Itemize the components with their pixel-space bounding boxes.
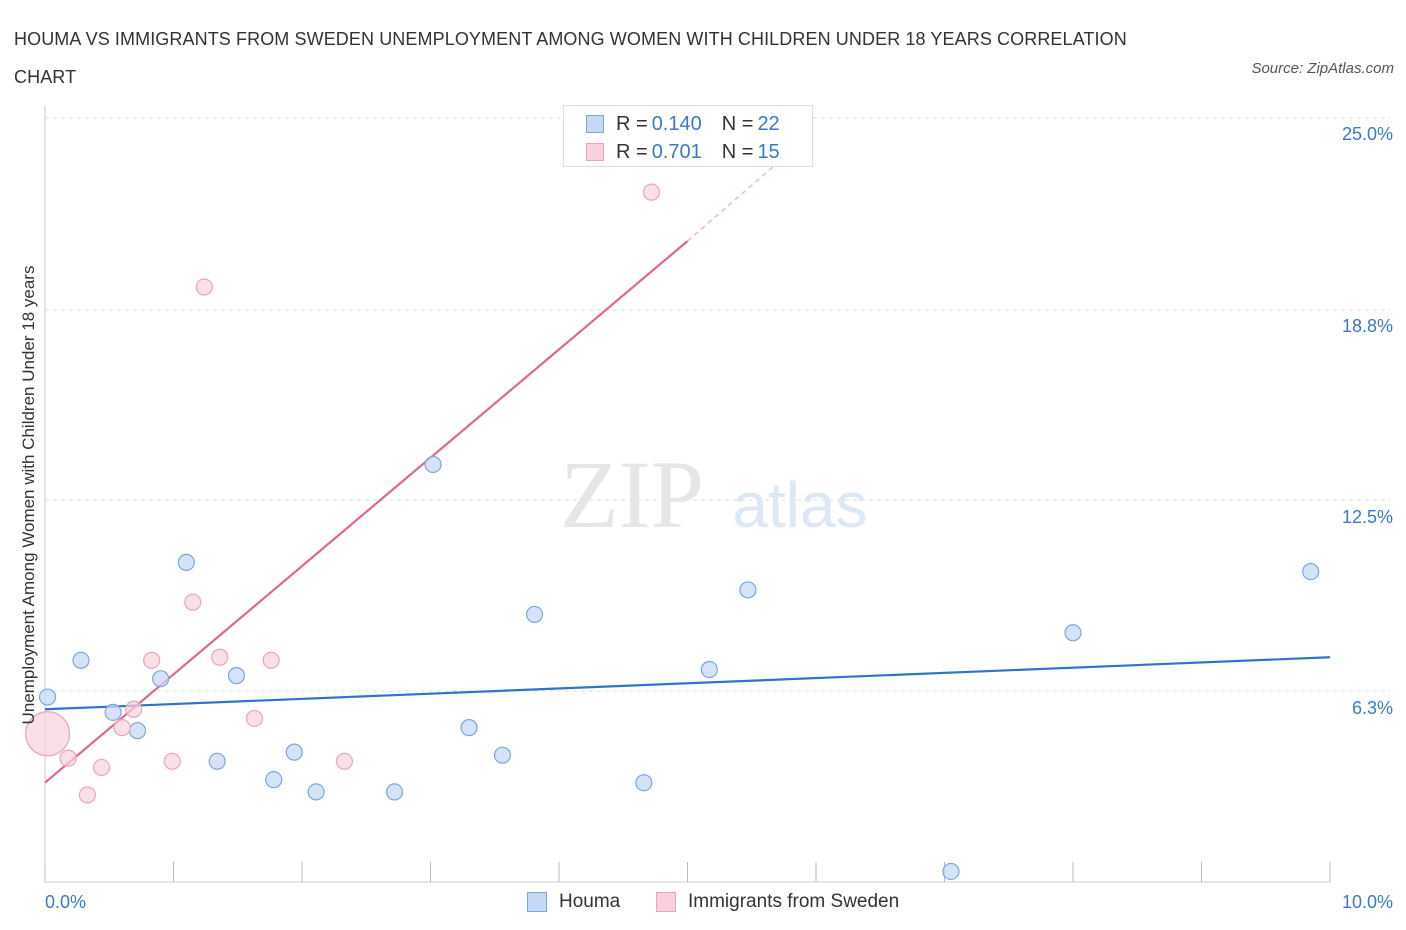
source-note: Source: ZipAtlas.com xyxy=(1251,60,1394,77)
sweden-point xyxy=(642,183,661,201)
x-tick-label: 10.0% xyxy=(1342,892,1393,912)
houma-legend-icon xyxy=(527,892,547,912)
watermark-atlas: atlas xyxy=(732,469,867,541)
houma-point xyxy=(385,783,404,801)
houma-point xyxy=(1064,624,1082,642)
legend-item-sweden: Immigrants from Sweden xyxy=(656,890,899,914)
sweden-point xyxy=(125,700,143,718)
x-tick-label: 0.0% xyxy=(45,892,86,912)
houma-point xyxy=(460,719,478,737)
sweden-point xyxy=(143,651,161,669)
watermark: ZIP atlas xyxy=(560,441,868,548)
sweden-point xyxy=(24,711,71,757)
y-tick-label: 6.3% xyxy=(1352,698,1393,718)
sweden-swatch-icon xyxy=(586,143,604,161)
houma-point xyxy=(227,667,246,685)
legend-row-sweden: R = 0.701 N = 15 xyxy=(586,140,780,164)
sweden-point xyxy=(113,719,131,737)
houma-point xyxy=(942,862,960,881)
houma-point xyxy=(285,743,303,761)
sweden-point xyxy=(184,593,202,611)
tick-labels: 25.0% 18.8% 12.5% 6.3% 0.0% 10.0% xyxy=(45,124,1393,912)
legend-n-label: N = xyxy=(721,112,754,135)
houma-point xyxy=(208,752,226,770)
legend-label-sweden: Immigrants from Sweden xyxy=(688,891,900,912)
houma-point xyxy=(739,581,757,599)
houma-point xyxy=(424,455,442,474)
y-tick-label: 18.8% xyxy=(1342,316,1393,336)
houma-point xyxy=(700,660,718,679)
sweden-point xyxy=(92,758,111,777)
sweden-point xyxy=(59,749,77,767)
legend-n-value: 22 xyxy=(757,112,780,135)
grid-lines xyxy=(45,117,1390,692)
houma-trend-line xyxy=(44,656,1331,711)
y-tick-label: 25.0% xyxy=(1342,124,1393,144)
legend-r-label: R = xyxy=(616,140,648,163)
houma-point xyxy=(128,722,147,740)
data-points xyxy=(24,183,1320,881)
watermark-zip: ZIP xyxy=(560,441,704,548)
legend-item-houma: Houma xyxy=(527,890,620,914)
houma-point xyxy=(72,651,90,669)
houma-point xyxy=(525,605,544,624)
legend-n-label: N = xyxy=(721,140,754,163)
sweden-point xyxy=(195,278,213,296)
legend-r-value: 0.701 xyxy=(651,140,702,163)
sweden-legend-icon xyxy=(656,892,676,912)
houma-swatch-icon xyxy=(586,115,604,133)
houma-point xyxy=(635,774,653,792)
houma-point xyxy=(265,771,283,789)
houma-point xyxy=(177,553,195,572)
houma-point xyxy=(152,670,170,688)
sweden-point xyxy=(211,648,229,666)
sweden-point xyxy=(335,752,354,770)
sweden-point xyxy=(262,651,280,669)
houma-point xyxy=(1302,562,1320,581)
correlation-legend: R = 0.140 N = 22 R = 0.701 N = 15 xyxy=(563,105,813,167)
legend-r-label: R = xyxy=(616,112,648,135)
legend-n-value: 15 xyxy=(757,140,780,163)
legend-row-houma: R = 0.140 N = 22 xyxy=(586,112,780,136)
y-axis-label: Unemployment Among Women with Children U… xyxy=(19,266,38,725)
houma-point xyxy=(307,783,325,801)
sweden-trend-line xyxy=(44,240,689,784)
houma-point xyxy=(38,688,57,706)
sweden-point xyxy=(245,709,264,728)
houma-point xyxy=(493,746,512,764)
sweden-point xyxy=(78,786,97,804)
houma-point xyxy=(104,703,122,721)
y-tick-label: 12.5% xyxy=(1342,507,1393,527)
legend-label-houma: Houma xyxy=(559,891,621,912)
sweden-point xyxy=(163,752,181,770)
chart-title: HOUMA VS IMMIGRANTS FROM SWEDEN UNEMPLOY… xyxy=(14,29,1127,87)
legend-r-value: 0.140 xyxy=(651,112,702,135)
